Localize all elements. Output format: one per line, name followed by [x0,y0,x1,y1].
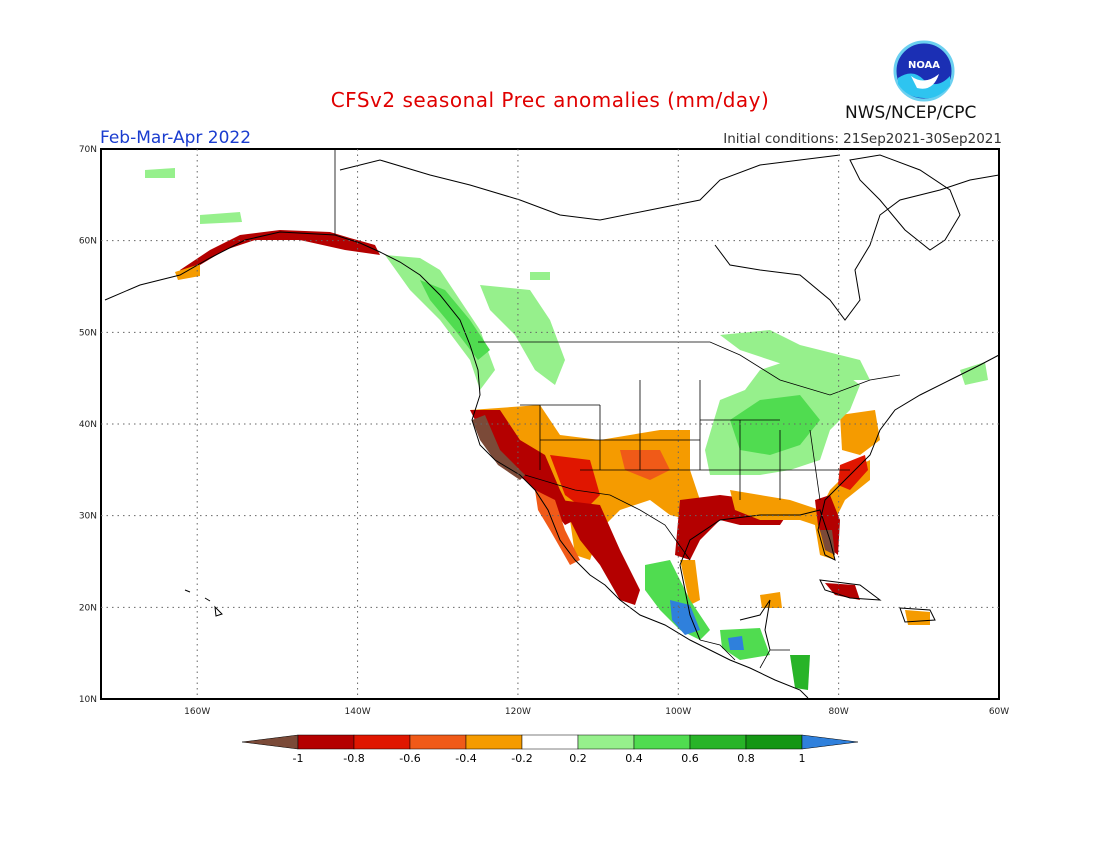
graticule [101,149,999,699]
map-title: CFSv2 seasonal Prec anomalies (mm/day) [330,88,770,112]
anomaly-tx-gulf-orange [680,560,700,605]
anomaly-bahamas-dry [760,592,782,608]
logo-text: NOAA [908,60,940,71]
colorbar-swatch [297,734,355,750]
hudson-bay [714,174,999,321]
anomaly-baja-dry [535,490,580,565]
lat-tick-label: 40N [79,420,97,430]
anomaly-mid-atlantic-orange [840,410,880,455]
colorbar-swatch [577,734,635,750]
initial-conditions: Initial conditions: 21Sep2021-30Sep2021 [723,131,1002,147]
alaska-coast [104,231,809,699]
anomaly-bc-wet [385,255,495,390]
lon-tick-label: 160W [184,707,210,717]
state-borders [520,380,850,501]
colorbar-min-arrow [241,734,299,750]
anomaly-az-strong [550,455,600,510]
anomaly-rockies-wet [480,285,565,385]
lat-tick-label: 50N [79,328,97,338]
colorbar-label: 0.6 [681,752,699,765]
coastlines [104,154,999,699]
anomaly-florida-dry [815,495,840,555]
anomaly-ontario-wet [720,330,870,380]
lon-axis: 160W 140W 120W 100W 80W 60W [184,707,1009,717]
hawaii [184,589,223,617]
lon-tick-label: 140W [345,707,371,717]
anomaly-guatemala-extreme [728,636,744,650]
lon-tick-label: 120W [505,707,531,717]
colorbar-label: 0.4 [625,752,643,765]
colorbar-label: -0.4 [455,752,476,765]
political-borders [334,150,901,669]
anomaly-se-us-orange [730,460,870,560]
anomaly-ohio-valley-core [730,395,820,455]
forecast-period: Feb-Mar-Apr 2022 [100,128,252,148]
colorbar-max-arrow [801,734,859,750]
colorbar-swatch [521,734,579,750]
yucatan [739,599,771,651]
lat-tick-label: 70N [79,145,97,155]
lat-tick-label: 10N [79,695,97,705]
lat-tick-label: 60N [79,237,97,247]
lat-axis: 10N 20N 30N 40N 50N 60N 70N [79,145,97,705]
hispaniola-outline [899,607,936,623]
arctic-coast [339,154,841,221]
mexico-central-america-border [699,639,790,669]
colorbar-label: -0.6 [399,752,420,765]
colorbar-label: 0.8 [737,752,755,765]
colorbar: -1 -0.8 -0.6 -0.4 -0.2 0.2 0.4 0.6 0.8 1 [241,734,859,765]
anomaly-shading [145,168,988,690]
anomaly-alaska-peninsula-dry [175,264,200,280]
colorbar-swatch [745,734,803,750]
colorbar-label: -1 [293,752,304,765]
anomaly-mexico-extreme-wet [670,600,700,635]
colorbar-label: 1 [799,752,806,765]
colorbar-label: -0.2 [511,752,532,765]
anomaly-bering-wet [200,212,242,224]
lon-tick-label: 60W [989,707,1009,717]
greenland-outline [849,154,961,251]
lat-tick-label: 30N [79,512,97,522]
colorbar-label: -0.8 [343,752,364,765]
anomaly-guatemala-wet [720,628,770,660]
lon-tick-label: 100W [665,707,691,717]
us-mexico-border [524,474,691,561]
us-canada-border [478,341,901,396]
anomaly-yukon-wet [530,272,550,280]
anomaly-nova-scotia-wet [960,362,988,385]
anomaly-mexico-central-wet [645,560,710,640]
anomaly-mexico-west-dry [560,500,640,605]
anomaly-hispaniola-dry [905,610,930,625]
anomaly-bc-coast-wet [420,280,490,360]
agency-label: NWS/NCEP/CPC [845,103,977,123]
cuba-outline [819,579,882,601]
anomaly-honduras-wet [790,655,810,690]
lon-tick-label: 80W [828,707,848,717]
lat-tick-label: 20N [79,603,97,613]
colorbar-swatch [465,734,523,750]
colorbar-swatch [633,734,691,750]
anomaly-ca-coast-extreme [472,415,525,480]
colorbar-swatch [353,734,411,750]
anomaly-alaska-south-dry [180,230,380,278]
anomaly-ca-strong [470,410,575,525]
anomaly-cuba-dry [825,583,860,600]
colorbar-swatch [689,734,747,750]
anomaly-tx-plains [620,450,670,480]
anomaly-alaska-north-wet [145,168,175,178]
colorbar-swatch [409,734,467,750]
noaa-logo: NOAA [893,40,955,102]
colorbar-label: 0.2 [569,752,587,765]
anomaly-florida-extreme [820,530,835,555]
